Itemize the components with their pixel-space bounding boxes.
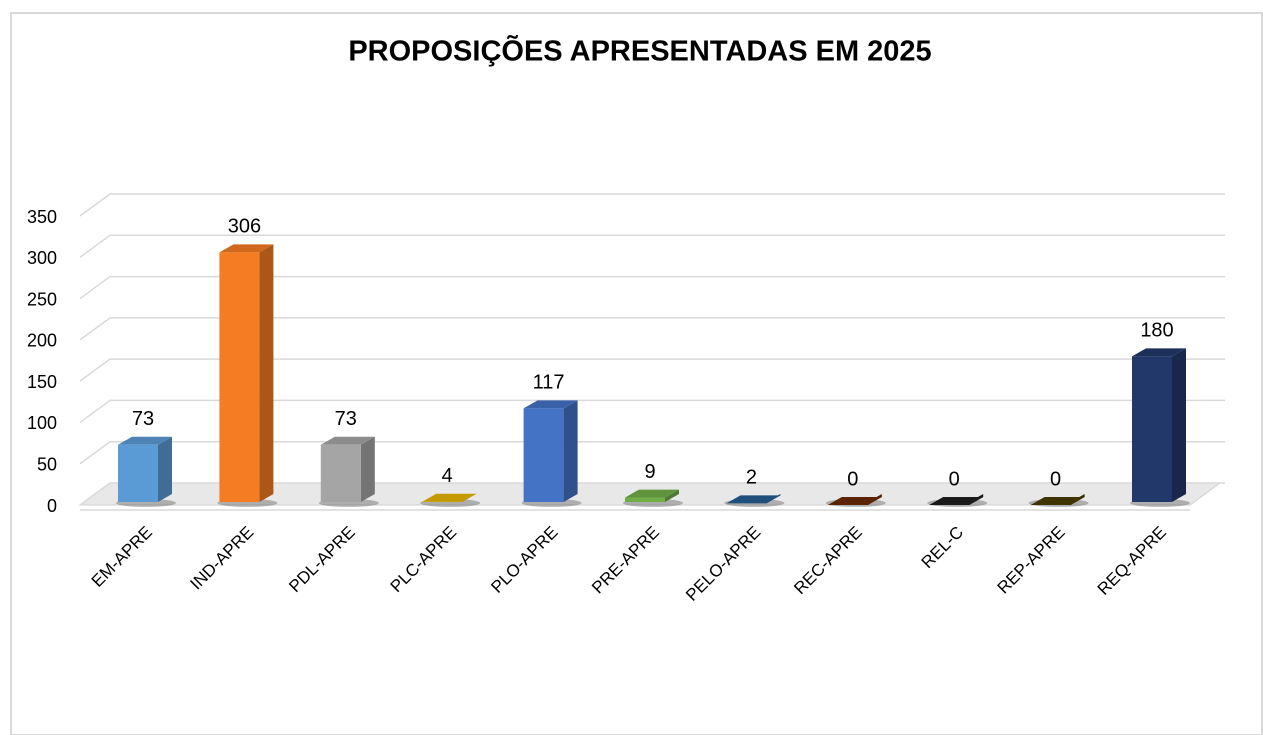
bar-top	[827, 497, 882, 505]
grid-line	[79, 482, 1225, 506]
value-label: 4	[442, 465, 453, 487]
bar-top	[726, 495, 781, 504]
bar-side	[1172, 348, 1186, 502]
bar-side	[158, 436, 172, 502]
bar-side	[360, 436, 375, 502]
bar-top	[219, 244, 274, 253]
value-label: 2	[746, 467, 757, 489]
bar	[219, 252, 260, 502]
y-tick-label: 100	[27, 413, 57, 433]
y-tick-label: 300	[27, 248, 57, 268]
value-label: 306	[228, 216, 261, 238]
bar-side	[665, 489, 679, 502]
value-label: 117	[533, 372, 565, 394]
value-label: 0	[1050, 468, 1061, 490]
bar-side	[462, 493, 477, 502]
y-tick-label: 0	[47, 496, 57, 516]
grid-line	[79, 317, 1225, 341]
bar	[523, 408, 564, 502]
bar-top	[1132, 348, 1186, 357]
grid-line	[79, 358, 1225, 382]
bar-side	[563, 400, 578, 502]
bar-top	[523, 400, 578, 409]
y-tick-label: 350	[27, 207, 57, 227]
y-tick-label: 200	[27, 331, 57, 351]
grid-line	[79, 440, 1225, 465]
grid-line	[79, 275, 1225, 300]
grid-line	[79, 234, 1225, 258]
bar-top	[625, 489, 679, 498]
bar	[320, 444, 361, 502]
bar	[1132, 356, 1172, 502]
bar-top	[1030, 497, 1085, 505]
value-label: 9	[644, 461, 655, 483]
chart-title: PROPOSIÇÕES APRESENTADAS EM 2025	[348, 34, 931, 68]
bar-side	[259, 244, 274, 503]
value-label: 73	[132, 408, 154, 430]
bar-top	[118, 436, 172, 445]
bar	[625, 497, 665, 502]
y-tick-label: 250	[27, 289, 57, 309]
value-label: 0	[949, 468, 960, 490]
bar-top	[422, 493, 477, 502]
y-tick-label: 150	[27, 372, 57, 392]
bar-top	[320, 436, 375, 445]
value-label: 73	[335, 408, 357, 430]
chart-frame	[10, 12, 1263, 735]
grid-line	[79, 399, 1225, 424]
y-tick-label: 50	[37, 454, 57, 474]
bar	[118, 444, 158, 502]
value-label: 180	[1140, 320, 1173, 342]
bar-top	[929, 497, 984, 505]
grid-line	[79, 193, 1225, 217]
value-label: 0	[847, 468, 858, 490]
